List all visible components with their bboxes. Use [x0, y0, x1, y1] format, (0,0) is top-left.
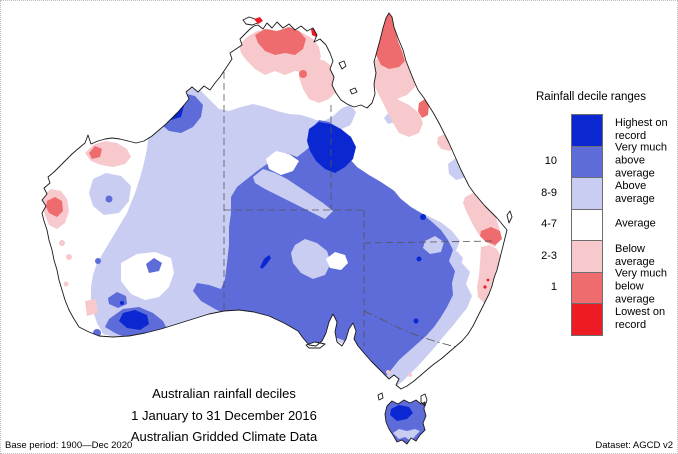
caption-title: Australian rainfall deciles	[152, 386, 296, 401]
region-dot-highest	[420, 214, 426, 220]
island-strait-west	[377, 392, 384, 401]
state-borders	[223, 61, 497, 348]
island-top-end-lowest	[254, 17, 263, 24]
region-west-core-very-much-below	[46, 197, 63, 217]
region-dot-below-average	[408, 373, 412, 377]
region-kimberley-coast-lowest	[190, 56, 201, 64]
region-hole-average	[266, 151, 299, 175]
region-south-central-above-average	[291, 239, 331, 279]
region-dot-highest	[413, 318, 419, 324]
state-border-river	[363, 310, 457, 348]
region-dot-very-much-below	[299, 70, 307, 78]
dataset-note: Dataset: AGCD v2	[595, 440, 673, 451]
region-tasmania-highest	[390, 405, 413, 421]
region-dash-highest	[260, 255, 271, 269]
region-dot-below-average	[386, 370, 390, 374]
mainland-coastline	[41, 12, 508, 390]
island-gulf-south	[349, 87, 358, 95]
region-dot-very-much-above	[95, 258, 101, 264]
region-dot-highest	[416, 256, 422, 262]
region-dot-highest	[120, 301, 124, 305]
region-cape-band-below-average	[369, 57, 423, 137]
region-dot-below-average	[66, 254, 72, 260]
region-east-coast-very-much-below	[418, 99, 429, 118]
caption-data-source: Australian Gridded Climate Data	[130, 429, 318, 444]
base-period-note: Base period: 1900—Dec 2020	[5, 440, 133, 451]
island-strait-east	[420, 393, 428, 407]
islands	[242, 16, 513, 407]
region-central-north-highest	[307, 122, 356, 173]
region-hole-average	[326, 252, 348, 270]
tasmania-coastline	[384, 399, 427, 445]
region-dot-lowest	[483, 285, 487, 289]
caption-date-range: 1 January to 31 December 2016	[131, 407, 317, 423]
region-central-channel-above-average	[253, 169, 333, 219]
region-northwest-core-very-much-below	[89, 146, 102, 159]
region-dot-very-much-above	[105, 195, 113, 203]
region-southeast-coast-strip-below-average	[477, 245, 501, 303]
island-south	[305, 341, 326, 349]
region-top-end-very-much-below	[255, 27, 306, 55]
region-east-inland-above-average	[423, 236, 444, 254]
region-west-round-above-average	[89, 173, 131, 215]
region-north-east-arm-below-average	[299, 57, 339, 103]
region-southwest-below-average	[85, 299, 98, 316]
state-border-east-horizontal	[363, 240, 497, 244]
region-south-interior-dot-very-much-above	[146, 258, 162, 273]
region-central-east-average	[337, 122, 423, 194]
region-tasmania-south-above-average	[393, 429, 420, 441]
island-east-coast	[506, 210, 513, 224]
region-dot-below-average	[63, 281, 69, 287]
region-border-coast-very-much-below	[480, 227, 502, 245]
island-gulf	[338, 60, 347, 70]
map-caption: Australian rainfall deciles 1 January to…	[131, 383, 317, 448]
region-dot-lowest	[486, 278, 490, 282]
region-dot-below-average	[59, 240, 65, 246]
region-south-coast-highest	[119, 310, 149, 330]
